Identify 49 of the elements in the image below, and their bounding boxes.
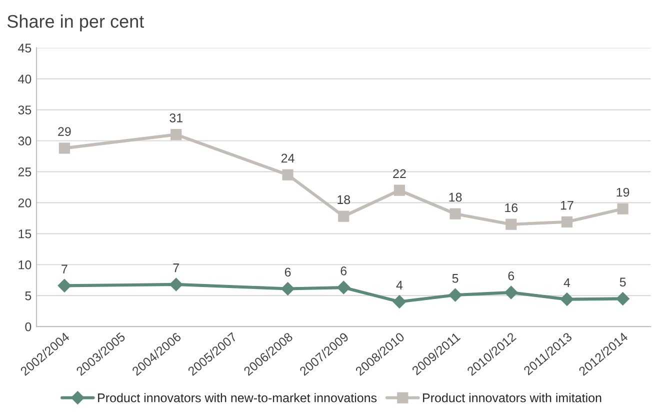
chart-title: Share in per cent — [7, 14, 144, 32]
data-label: 5 — [620, 278, 626, 286]
y-tick-label: 35 — [18, 106, 32, 114]
data-label: 16 — [505, 203, 518, 212]
y-tick-label: 40 — [18, 74, 32, 84]
point — [58, 142, 70, 154]
point — [504, 286, 518, 300]
point — [450, 208, 461, 220]
data-label: 4 — [564, 278, 570, 287]
data-label: 7 — [173, 264, 179, 272]
point — [58, 279, 72, 292]
legend-label: Product innovators with new-to-market innovations — [98, 393, 377, 402]
data-label: 29 — [58, 127, 71, 136]
point — [560, 292, 574, 306]
y-tick-label: 45 — [18, 44, 32, 52]
data-label: 22 — [393, 169, 406, 178]
y-tick-label: 10 — [18, 260, 32, 270]
point — [616, 292, 630, 306]
point — [392, 295, 406, 308]
legend-label: Product innovators with imitation — [423, 393, 602, 402]
y-tick-label: 0 — [25, 322, 32, 332]
point — [281, 282, 294, 296]
data-label: 6 — [284, 268, 291, 277]
data-label: 6 — [340, 266, 347, 276]
data-label: 24 — [281, 154, 294, 162]
y-tick-label: 20 — [18, 198, 32, 208]
point — [394, 184, 406, 196]
point — [282, 169, 294, 180]
data-label: 5 — [452, 274, 458, 283]
data-label: 4 — [396, 280, 403, 290]
y-tick-label: 25 — [18, 168, 32, 176]
data-label: 19 — [616, 188, 630, 197]
point — [448, 288, 462, 302]
point — [337, 280, 350, 294]
data-label: 18 — [338, 195, 350, 204]
point — [561, 216, 573, 228]
point — [170, 128, 182, 140]
point — [617, 203, 628, 214]
data-label: 6 — [508, 271, 514, 280]
y-tick-label: 15 — [18, 230, 32, 238]
data-label: 31 — [170, 114, 182, 122]
data-label: 18 — [449, 192, 462, 202]
point — [338, 210, 350, 222]
y-tick-label: 30 — [18, 136, 32, 146]
data-label: 17 — [560, 200, 574, 210]
point — [506, 218, 517, 230]
point — [170, 278, 183, 292]
y-tick-label: 5 — [25, 292, 32, 300]
data-label: 7 — [62, 264, 68, 274]
